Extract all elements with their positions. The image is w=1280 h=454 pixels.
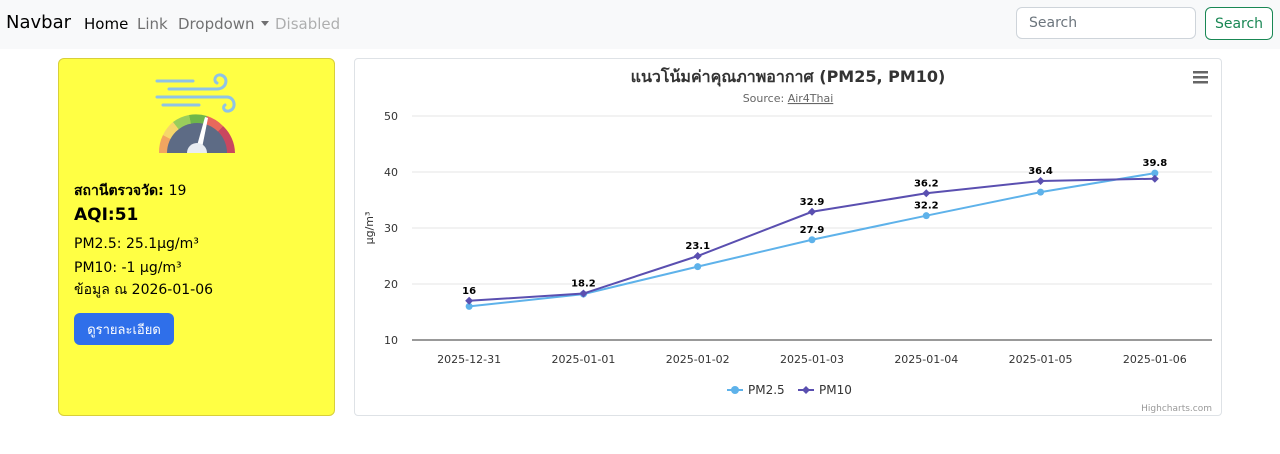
y-tick-label: 10 xyxy=(384,334,398,347)
station-info: สถานีตรวจวัด: 19 xyxy=(74,180,186,202)
data-point-pm10[interactable] xyxy=(579,289,588,298)
data-point-pm10[interactable] xyxy=(465,296,474,305)
aqi-card: สถานีตรวจวัด: 19 AQI:51 PM2.5: 25.1µg/m³… xyxy=(58,58,335,416)
nav-disabled: Disabled xyxy=(275,15,341,33)
data-point-pm10[interactable] xyxy=(922,189,931,198)
data-point-pm25[interactable] xyxy=(1151,169,1159,177)
data-point-pm25[interactable] xyxy=(808,236,816,244)
data-point-pm25[interactable] xyxy=(694,263,702,271)
x-tick-label: 2025-01-04 xyxy=(894,353,958,366)
caret-down-icon xyxy=(260,21,269,26)
x-tick-label: 2025-01-01 xyxy=(551,353,615,366)
line-chart: แนวโน้มค่าคุณภาพอากาศ (PM25, PM10) Sourc… xyxy=(363,66,1212,414)
y-tick-label: 30 xyxy=(384,222,398,235)
data-date: ข้อมูล ณ 2026-01-06 xyxy=(74,282,214,298)
y-tick-label: 50 xyxy=(384,110,398,123)
data-label: 27.9 xyxy=(800,225,825,236)
data-label: 36.4 xyxy=(1028,166,1053,177)
legend-item-pm25[interactable]: PM2.5 xyxy=(727,383,785,397)
data-label: 16 xyxy=(462,286,476,297)
x-tick-label: 2025-01-03 xyxy=(780,353,844,366)
data-label: 23.1 xyxy=(685,241,710,252)
chart-source-link[interactable]: Air4Thai xyxy=(788,92,834,105)
pm10-value: PM10: -1 µg/m³ xyxy=(74,260,182,276)
chart-card: แนวโน้มค่าคุณภาพอากาศ (PM25, PM10) Sourc… xyxy=(354,58,1222,416)
chart-subtitle-prefix: Source: xyxy=(743,92,788,105)
search-input[interactable] xyxy=(1016,7,1196,39)
data-label: 39.8 xyxy=(1143,158,1168,169)
legend: PM2.5 PM10 xyxy=(727,383,852,397)
search-button[interactable]: Search xyxy=(1205,7,1273,40)
legend-item-pm10[interactable]: PM10 xyxy=(798,383,852,397)
nav-link[interactable]: Link xyxy=(137,15,168,33)
legend-label-pm25: PM2.5 xyxy=(748,383,785,397)
chart-title: แนวโน้มค่าคุณภาพอากาศ (PM25, PM10) xyxy=(631,66,946,87)
data-point-pm25[interactable] xyxy=(465,302,473,310)
data-point-pm25[interactable] xyxy=(922,212,930,220)
y-axis-label: µg/m³ xyxy=(363,212,376,245)
data-point-pm10[interactable] xyxy=(1150,174,1159,183)
aqi-value: AQI:51 xyxy=(74,205,139,225)
x-tick-label: 2025-01-02 xyxy=(666,353,730,366)
x-tick-label: 2025-01-06 xyxy=(1123,353,1187,366)
station-value: 19 xyxy=(168,183,187,199)
nav-dropdown[interactable]: Dropdown xyxy=(178,15,269,33)
data-label: 36.2 xyxy=(914,178,939,189)
data-point-pm10[interactable] xyxy=(1036,176,1045,185)
y-tick-label: 20 xyxy=(384,278,398,291)
station-label: สถานีตรวจวัด: xyxy=(74,183,164,199)
legend-label-pm10: PM10 xyxy=(819,383,852,397)
data-label: 18.2 xyxy=(571,279,596,290)
data-point-pm10[interactable] xyxy=(808,207,816,216)
x-tick-label: 2025-01-05 xyxy=(1009,353,1073,366)
nav-dropdown-label: Dropdown xyxy=(178,15,255,33)
navbar: Navbar Home Link Dropdown Disabled Searc… xyxy=(0,0,1280,49)
x-tick-label: 2025-12-31 xyxy=(437,353,501,366)
data-label: 32.2 xyxy=(914,201,939,212)
navbar-brand[interactable]: Navbar xyxy=(6,12,72,33)
nav-home[interactable]: Home xyxy=(84,15,129,33)
data-label: 32.9 xyxy=(800,197,825,208)
chart-credit[interactable]: Highcharts.com xyxy=(1141,404,1212,414)
y-tick-label: 40 xyxy=(384,166,398,179)
hamburger-menu-icon[interactable] xyxy=(1191,69,1211,87)
air-quality-gauge-icon xyxy=(155,73,236,153)
detail-button[interactable]: ดูรายละเอียด xyxy=(74,313,174,345)
data-point-pm10[interactable] xyxy=(693,252,702,260)
pm25-value: PM2.5: 25.1µg/m³ xyxy=(74,236,199,252)
chart-subtitle: Source: Air4Thai xyxy=(743,92,834,105)
data-point-pm25[interactable] xyxy=(1037,188,1045,196)
